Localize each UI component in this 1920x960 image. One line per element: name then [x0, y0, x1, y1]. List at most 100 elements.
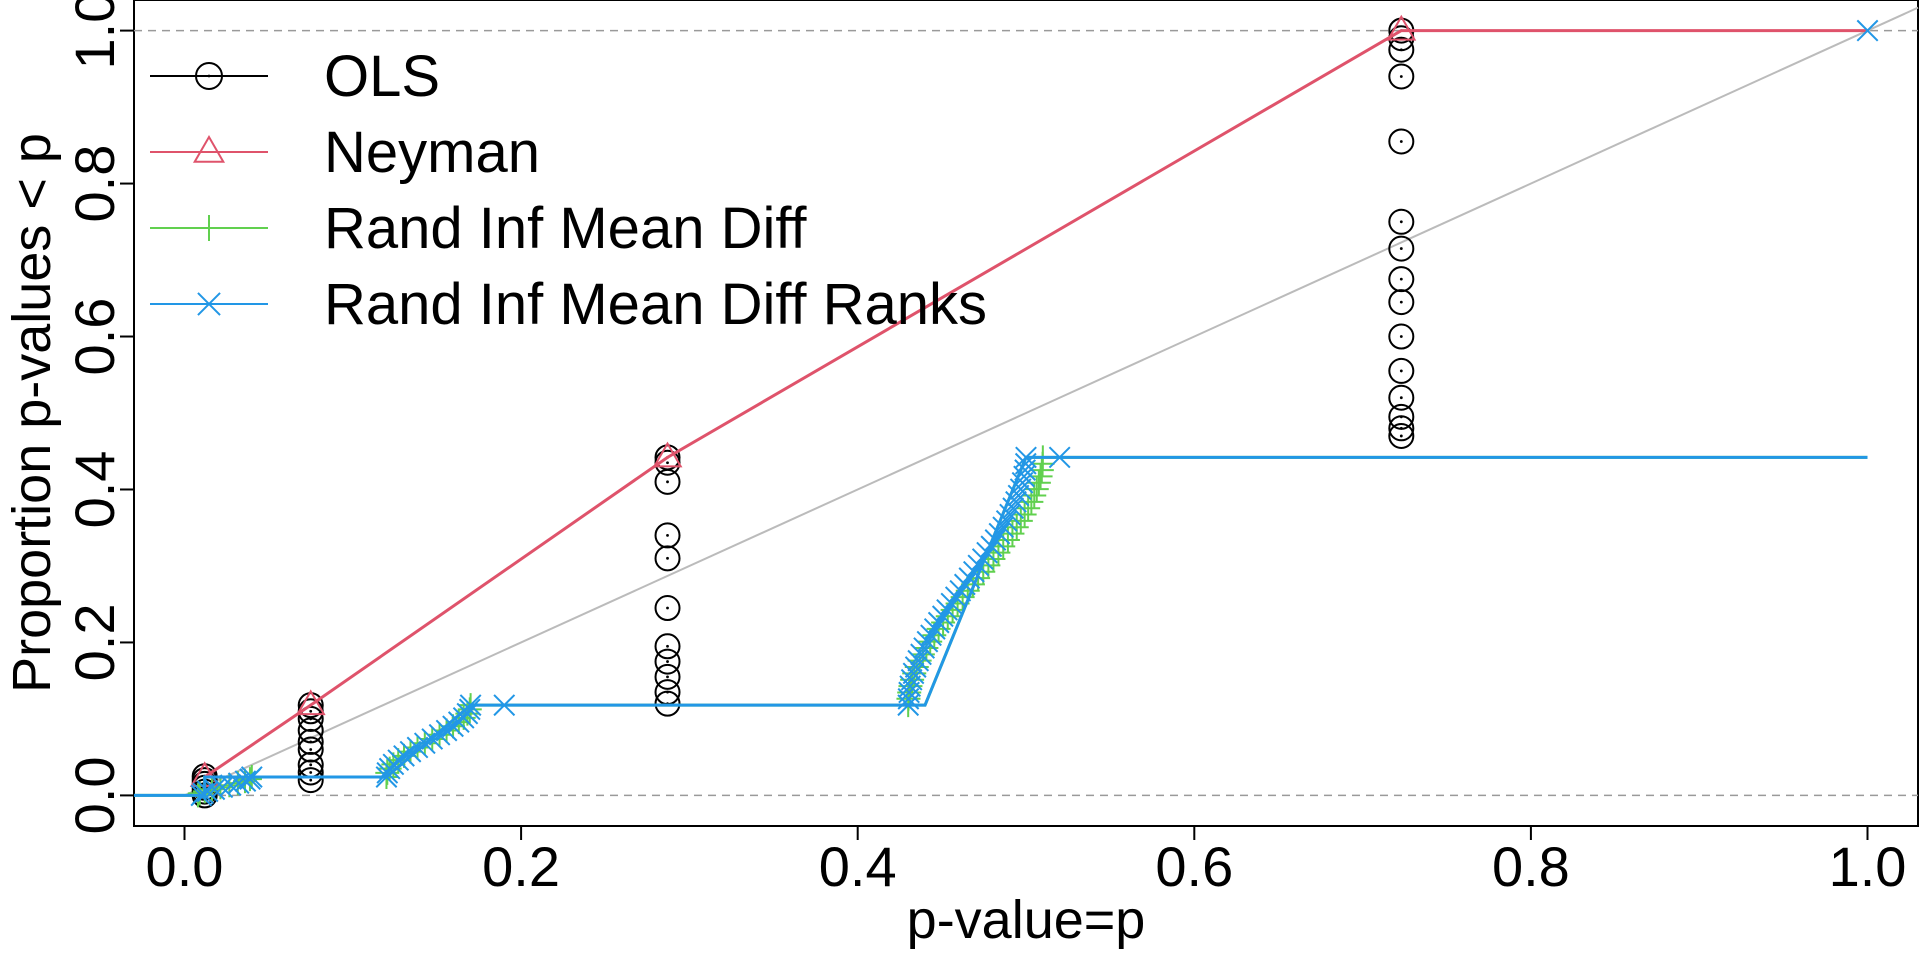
data-point-center — [1399, 415, 1403, 419]
data-point — [999, 503, 1021, 526]
data-point — [203, 778, 226, 801]
legend-label: OLS — [324, 44, 440, 109]
data-point — [971, 548, 994, 570]
x-tick-label: 1.0 — [1829, 835, 1907, 898]
data-point — [654, 633, 681, 660]
data-point — [988, 522, 1011, 545]
y-tick-label: 0.4 — [63, 451, 126, 529]
series-1 — [189, 14, 1868, 788]
data-point — [459, 694, 482, 717]
data-point — [1015, 446, 1037, 469]
data-point-center — [666, 660, 669, 663]
data-point-center — [1399, 277, 1403, 281]
legend-marker — [192, 135, 226, 163]
data-point — [654, 545, 681, 572]
data-point — [428, 723, 451, 746]
x-tick-label: 0.2 — [482, 835, 560, 898]
data-point-center — [666, 690, 669, 694]
data-point-center — [309, 778, 313, 782]
legend-item: Rand Inf Mean Diff — [150, 196, 807, 261]
data-point — [995, 509, 1018, 532]
data-point — [654, 663, 681, 690]
data-point-center — [1399, 220, 1403, 224]
data-point — [297, 736, 324, 763]
x-tick-label: 0.8 — [1492, 835, 1570, 898]
data-point-center — [309, 717, 313, 721]
data-point — [916, 630, 939, 653]
data-point — [984, 529, 1007, 551]
data-point — [295, 689, 326, 716]
data-point — [387, 749, 410, 772]
y-tick-label: 0.0 — [63, 756, 126, 834]
data-point — [1388, 323, 1415, 350]
data-point — [1019, 489, 1044, 514]
data-point — [211, 776, 234, 799]
data-point — [421, 728, 444, 750]
data-point — [1388, 422, 1415, 449]
data-point-center — [309, 771, 313, 774]
data-point — [652, 441, 683, 468]
axes: 0.0 0.2 0.4 0.6 0.8 1.0 0.0 0.2 0.4 0.6 0.8 1.0 — [63, 0, 1906, 898]
data-point — [393, 744, 415, 767]
data-point-center — [1399, 369, 1403, 373]
data-point — [1388, 357, 1415, 384]
data-point — [219, 774, 242, 797]
data-point — [907, 649, 930, 672]
data-point — [1048, 446, 1071, 469]
data-point — [980, 535, 1003, 558]
data-point — [654, 648, 681, 675]
data-point — [1388, 235, 1415, 262]
y-tick-label: 0.8 — [63, 145, 126, 223]
data-point — [493, 694, 516, 717]
legend-marker — [196, 215, 222, 241]
data-point — [967, 554, 990, 577]
data-point — [923, 618, 946, 640]
data-point-center — [1399, 247, 1403, 250]
x-tick-label: 0.4 — [819, 835, 897, 898]
data-point — [962, 560, 985, 583]
data-point — [1009, 478, 1032, 501]
data-point — [456, 702, 479, 725]
data-point — [958, 567, 981, 589]
data-point — [1004, 515, 1029, 540]
data-point-center — [666, 675, 669, 679]
data-point — [900, 668, 923, 691]
data-point — [904, 656, 927, 678]
data-point — [1014, 452, 1037, 475]
data-point-center — [1399, 140, 1403, 143]
data-point-center — [1399, 434, 1403, 438]
data-point — [413, 732, 436, 755]
data-point-center — [309, 709, 313, 713]
data-point — [654, 522, 681, 549]
data-point — [1386, 14, 1417, 41]
data-point — [192, 782, 214, 805]
data-point — [1388, 208, 1415, 235]
data-point-center — [666, 480, 669, 484]
x-tick-label: 0.6 — [1155, 835, 1233, 898]
data-point — [1005, 490, 1027, 513]
data-point-center — [666, 461, 669, 465]
data-point-center — [666, 556, 669, 560]
data-point — [927, 611, 950, 634]
data-point — [196, 780, 219, 803]
data-point — [913, 637, 936, 659]
legend: OLS Neyman Rand Inf Mean Diff Rand Inf Mean… — [150, 44, 987, 337]
y-axis-label: Proportion p-values < p — [2, 133, 62, 693]
data-point-center — [1399, 396, 1403, 400]
data-point — [1007, 484, 1030, 507]
data-point — [944, 586, 967, 609]
data-point-center — [1399, 300, 1403, 304]
data-point-center — [1399, 75, 1403, 78]
data-point — [227, 772, 250, 795]
data-point — [936, 598, 958, 621]
data-point-center — [1399, 335, 1403, 338]
x-tick-label: 0.0 — [146, 835, 224, 898]
data-point — [1388, 266, 1415, 293]
data-point — [297, 759, 324, 786]
data-point — [435, 719, 458, 742]
data-point-center — [666, 606, 669, 610]
data-point — [1012, 502, 1037, 527]
data-point — [1388, 289, 1415, 316]
data-point — [1388, 63, 1415, 90]
